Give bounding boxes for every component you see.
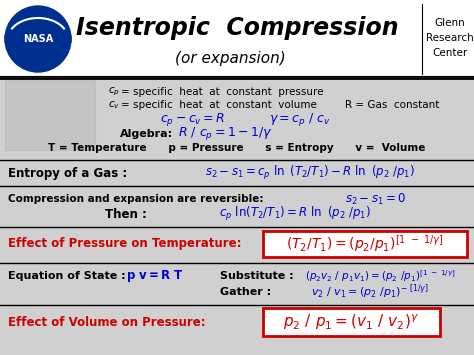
Text: $(p_2 v_2\ /\ p_1 v_1) = (p_2\ /p_1)^{[1\ -\ 1/\gamma]}$: $(p_2 v_2\ /\ p_1 v_1) = (p_2\ /p_1)^{[1…: [304, 268, 456, 284]
Text: $v_2\ /\ v_1 = (p_2\ /p_1)^{-\ [1/\gamma]}$: $v_2\ /\ v_1 = (p_2\ /p_1)^{-\ [1/\gamma…: [311, 283, 429, 301]
Text: $\mathbf{p\ v = R\ T}$: $\mathbf{p\ v = R\ T}$: [127, 268, 183, 284]
Text: $s_2 - s_1 = c_p\ \ln\ (T_2/T_1) - R\ \ln\ (p_2\ /p_1)$: $s_2 - s_1 = c_p\ \ln\ (T_2/T_1) - R\ \l…: [205, 164, 415, 182]
Text: $c_p$: $c_p$: [108, 86, 120, 98]
Text: Isentropic  Compression: Isentropic Compression: [76, 16, 398, 40]
Text: $R\ /\ c_p = 1 - 1/\gamma$: $R\ /\ c_p = 1 - 1/\gamma$: [178, 126, 272, 142]
Text: Gather :: Gather :: [220, 287, 271, 297]
Text: T = Temperature      p = Pressure      s = Entropy      v =  Volume: T = Temperature p = Pressure s = Entropy…: [48, 143, 426, 153]
Text: Then :: Then :: [105, 208, 147, 220]
Text: $(T_2/T_1) = (p_2/p_1)^{[1\ -\ 1/\gamma]}$: $(T_2/T_1) = (p_2/p_1)^{[1\ -\ 1/\gamma]…: [286, 234, 444, 255]
Text: Entropy of a Gas :: Entropy of a Gas :: [8, 166, 127, 180]
Text: $c_p - c_v = R$: $c_p - c_v = R$: [160, 111, 226, 129]
Bar: [5, 80, 95, 150]
FancyBboxPatch shape: [263, 308, 440, 336]
Bar: [0, 0, 474, 78]
Text: Compression and expansion are reversible:: Compression and expansion are reversible…: [8, 194, 264, 204]
Text: = specific  heat  at  constant  volume: = specific heat at constant volume: [121, 100, 317, 110]
Text: Substitute :: Substitute :: [220, 271, 293, 281]
Text: $c_p\ \ln(T_2/T_1) = R\ \ln\ (p_2\ /p_1)$: $c_p\ \ln(T_2/T_1) = R\ \ln\ (p_2\ /p_1)…: [219, 205, 371, 223]
Text: Effect of Volume on Pressure:: Effect of Volume on Pressure:: [8, 316, 206, 328]
Text: $\gamma = c_p\ /\ c_v$: $\gamma = c_p\ /\ c_v$: [269, 111, 331, 129]
Text: $c_v$: $c_v$: [108, 99, 120, 111]
Text: Equation of State :: Equation of State :: [8, 271, 126, 281]
Text: Algebra:: Algebra:: [120, 129, 173, 139]
FancyBboxPatch shape: [263, 231, 467, 257]
Text: Glenn
Research
Center: Glenn Research Center: [426, 18, 474, 58]
Circle shape: [5, 6, 71, 72]
Text: R = Gas  constant: R = Gas constant: [345, 100, 439, 110]
Text: = specific  heat  at  constant  pressure: = specific heat at constant pressure: [121, 87, 323, 97]
Text: NASA: NASA: [23, 34, 53, 44]
Text: Effect of Pressure on Temperature:: Effect of Pressure on Temperature:: [8, 236, 241, 250]
Text: $p_2\ /\ p_1 = (v_1\ /\ v_2)^{\gamma}$: $p_2\ /\ p_1 = (v_1\ /\ v_2)^{\gamma}$: [283, 312, 419, 332]
Text: (or expansion): (or expansion): [174, 50, 285, 66]
Ellipse shape: [5, 15, 71, 63]
Text: $s_2 - s_1 = 0$: $s_2 - s_1 = 0$: [345, 191, 405, 207]
